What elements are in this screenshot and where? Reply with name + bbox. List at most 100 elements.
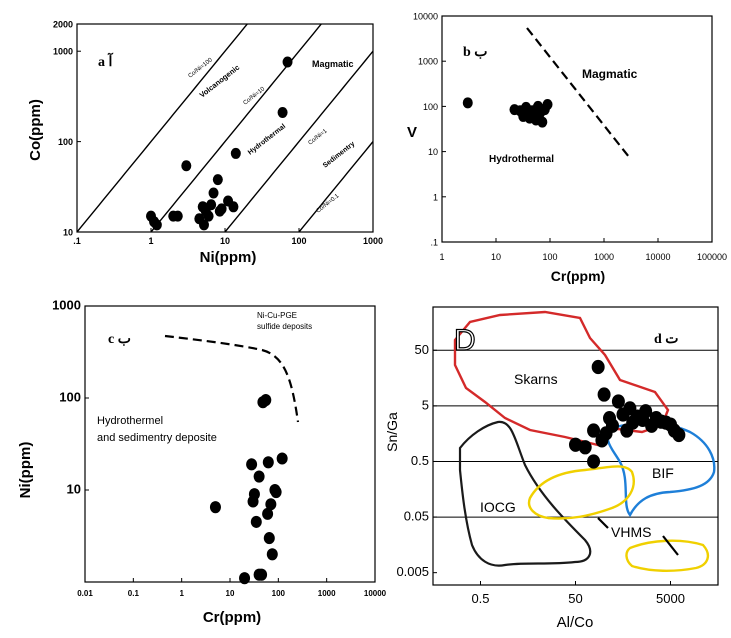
y-tick-label: 2000 [53, 20, 73, 30]
panel-c-boundary [164, 334, 300, 423]
panel-b-field-magmatic: Magmatic [582, 67, 638, 81]
panel-c-points [209, 393, 288, 585]
x-tick-label: 0.01 [77, 589, 93, 598]
panel-d-ylabel: Sn/Ga [384, 412, 400, 452]
panel-c-badge: c ب [108, 332, 131, 347]
panel-d-point [591, 359, 605, 375]
x-tick-label: 10000 [645, 252, 670, 262]
panel-d-field-vhms: VHMS [611, 524, 651, 540]
x-tick-label: 10 [491, 252, 501, 262]
panel-c-point [262, 507, 274, 520]
panel-c-point [276, 452, 288, 465]
panel-d-field-iocg: IOCG [480, 499, 516, 515]
x-tick-label: 1 [148, 236, 153, 246]
panel-a-point [151, 219, 162, 231]
y-tick-label: 10 [428, 147, 438, 157]
panel-c-point [262, 456, 274, 469]
x-tick-label: 1 [439, 252, 444, 262]
panel-d-field-bif: BIF [652, 465, 674, 481]
panel-d-vhms-line [662, 535, 679, 556]
panel-a-field-magmatic: Magmatic [312, 59, 354, 69]
x-tick-label: 10 [226, 589, 235, 598]
x-tick-label: 1000 [594, 252, 614, 262]
y-tick-label: 0.05 [404, 509, 429, 524]
panel-a-points [146, 56, 293, 231]
panel-d-ticks: 0.5 50 5000 50 5 0.5 0.05 0.005 [396, 342, 685, 606]
panel-c-field-top-1: Ni-Cu-PGE [257, 311, 297, 320]
panel-d-badge: d ت [654, 332, 678, 347]
panel-d-letter: D [454, 324, 476, 357]
panel-c-point [253, 568, 265, 581]
panel-d-vhms-field [625, 539, 710, 572]
panel-b-ylabel: V [407, 124, 417, 141]
panel-a-point [216, 203, 227, 215]
panel-b-badge: b ب [463, 45, 487, 60]
panel-b-xlabel: Cr(ppm) [551, 268, 605, 284]
y-tick-label: 100 [58, 137, 73, 147]
panel-c-field-top-2: sulfide deposits [257, 322, 312, 331]
y-tick-label: 0.5 [411, 453, 429, 468]
panel-a-xlabel: Ni(ppm) [200, 249, 257, 266]
x-tick-label: 0.5 [471, 591, 489, 606]
panel-d-point [569, 437, 582, 452]
panel-d-point [611, 394, 625, 409]
y-tick-label: 100 [59, 390, 81, 405]
y-tick-label: 10 [63, 228, 73, 238]
panel-c-ticks: 0.01 0.1 1 10 100 1000 10000 1000 100 10 [52, 298, 387, 599]
panel-d-bif-field [606, 421, 716, 518]
panel-c-field-main-1: Hydrothermel [97, 415, 163, 427]
y-tick-label: 1000 [52, 298, 81, 313]
panel-a-ratio-line [150, 23, 322, 233]
x-tick-label: 100 [542, 252, 557, 262]
panel-a-badge: a آ [98, 52, 114, 70]
panel-c-point [239, 572, 251, 585]
panel-b-point [542, 99, 553, 111]
panel-c-point [253, 470, 265, 483]
panel-a-point [181, 160, 192, 172]
y-tick-label: 1000 [418, 57, 438, 67]
panel-a-ratio-line [224, 50, 374, 233]
x-tick-label: 100 [272, 589, 286, 598]
panel-c-point [260, 393, 272, 407]
y-tick-label: 1 [433, 192, 438, 202]
panel-d-points [569, 359, 686, 469]
y-tick-label: 1000 [53, 47, 73, 57]
y-tick-label: 0.005 [396, 564, 429, 579]
panel-a-point [282, 56, 293, 68]
panel-b-field-hydrothermal: Hydrothermal [489, 154, 554, 165]
panel-a-ylabel: Co(ppm) [27, 99, 44, 161]
panel-d-field-skarns: Skarns [514, 371, 558, 387]
y-tick-label: .1 [430, 238, 438, 248]
panel-a-point [172, 210, 183, 222]
y-tick-label: 5 [422, 397, 429, 412]
panel-b-point [462, 97, 473, 109]
panel-a-point [206, 199, 217, 211]
panel-b-points [462, 97, 553, 128]
y-tick-label: 10 [67, 482, 81, 497]
x-tick-label: 1000 [363, 236, 383, 246]
panel-b-point [537, 116, 548, 128]
panel-c-point [263, 532, 275, 545]
panel-d-point [578, 440, 592, 455]
panel-a-ratio-lines [76, 23, 374, 233]
panel-d: 0.5 50 5000 50 5 0.5 0.05 0.005 D Skarns BIF IO… [384, 306, 719, 631]
panel-c-point [246, 458, 258, 471]
panel-c-xlabel: Cr(ppm) [203, 609, 261, 626]
x-tick-label: 100 [291, 236, 306, 246]
panel-a-ticks: .1 1 10 100 1000 2000 1000 100 10 [53, 20, 383, 247]
panel-c-point [266, 548, 278, 561]
panel-d-iocg-field [458, 420, 592, 567]
panel-d-point [597, 387, 611, 402]
panel-a-point [230, 147, 241, 159]
x-tick-label: 5000 [656, 591, 685, 606]
x-tick-label: 10000 [364, 589, 387, 598]
x-tick-label: 10 [220, 236, 230, 246]
panel-a-point [203, 210, 214, 222]
panel-a-ratio-line [76, 23, 248, 233]
panel-c-point [209, 501, 221, 514]
y-tick-label: 10000 [413, 12, 438, 22]
